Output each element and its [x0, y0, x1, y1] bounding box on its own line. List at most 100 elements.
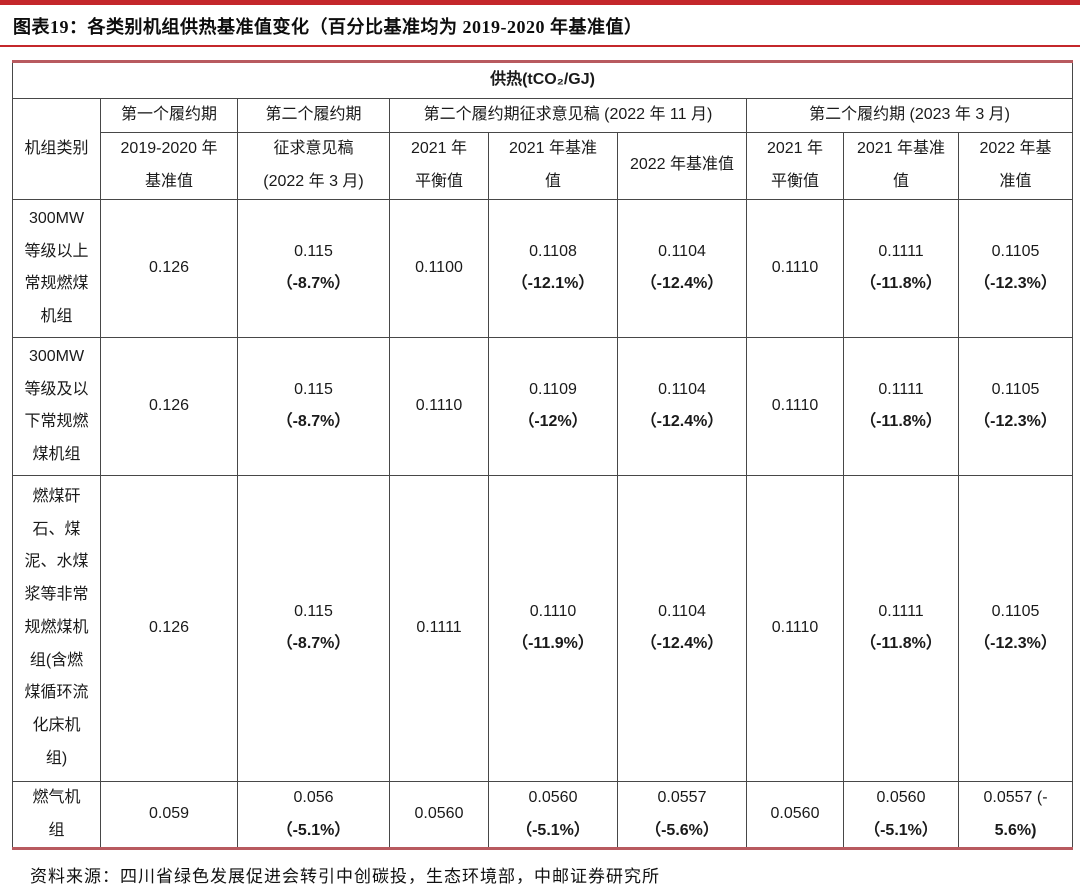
value-cell: 0.0560 （-5.1%）: [488, 780, 618, 850]
cell-pct: （-12%）: [518, 413, 588, 431]
table-row: 300MW 等级以上 常规燃煤 机组 0.126 0.115 （-8.7%） 0.…: [12, 198, 1074, 338]
value-cell: 0.126: [100, 336, 238, 476]
group-header-first-period: 第一个履约期: [100, 98, 238, 133]
row-label-cell: 300MW 等级及以 下常规燃 煤机组: [12, 336, 101, 476]
value-cell: 0.1111 （-11.8%）: [843, 474, 959, 782]
cell-pct: （-8.7%）: [276, 413, 351, 431]
unit-header-cell: 供热(tCO₂/GJ): [11, 61, 1074, 99]
cell-pct: （-12.4%）: [640, 275, 724, 293]
top-red-rule: [0, 0, 1080, 5]
value-cell: 0.1105 （-12.3%）: [957, 198, 1074, 338]
cell-pct: （-12.3%）: [974, 413, 1057, 431]
cell-value: 0.1100: [415, 258, 463, 276]
col-header-2021-benchmark-b: 2021 年基准 值: [843, 131, 959, 200]
cell-pct: （-5.6%）: [645, 821, 719, 839]
cell-pct: （-12.1%）: [511, 275, 595, 293]
cell-pct: 5.6%): [994, 821, 1037, 839]
row-label-cell: 燃煤矸 石、煤 泥、水煤 浆等非常 规燃煤机 组(含燃 煤循环流 化床机 组): [12, 474, 101, 782]
col-header-2019-2020-benchmark: 2019-2020 年 基准值: [100, 131, 238, 200]
cell-value: 0.0557 (-: [983, 788, 1048, 806]
source-note: 资料来源：四川省绿色发展促进会转引中创碳投，生态环境部，中邮证券研究所: [30, 867, 660, 887]
cell-value: 0.1111: [878, 242, 924, 260]
cell-pct: （-5.1%）: [864, 821, 938, 839]
cell-pct: （-11.8%）: [860, 275, 942, 293]
cell-pct: （-8.7%）: [276, 635, 351, 653]
cell-value: 0.1110: [415, 396, 463, 414]
unit-header-row: 供热(tCO₂/GJ): [11, 61, 1074, 99]
value-cell: 0.115 （-8.7%）: [237, 198, 390, 338]
table-row: 燃气机 组 0.059 0.056 （-5.1%） 0.0560 0.0560 （-…: [12, 780, 1074, 850]
cell-value: 0.1104: [658, 380, 706, 398]
group-header-row: 机组类别 第一个履约期 第二个履约期 第二个履约期征求意见稿 (2022 年 1…: [12, 98, 1074, 200]
cell-value: 0.0560: [528, 788, 578, 806]
value-cell: 0.1110: [389, 336, 489, 476]
cell-value: 0.1104: [658, 602, 706, 620]
col-header-2021-balance-a: 2021 年 平衡值: [389, 131, 489, 200]
value-cell: 0.0560: [746, 780, 844, 850]
cell-pct: （-5.1%）: [516, 821, 590, 839]
value-cell: 0.0560: [389, 780, 489, 850]
cell-value: 0.1105: [991, 380, 1040, 398]
value-cell: 0.0557 （-5.6%）: [617, 780, 747, 850]
value-cell: 0.1104 （-12.4%）: [617, 198, 747, 338]
cell-value: 0.1110: [771, 618, 819, 636]
value-cell: 0.1100: [389, 198, 489, 338]
cell-value: 0.1110: [529, 602, 577, 620]
cell-value: 0.1104: [658, 242, 706, 260]
value-cell: 0.1110: [746, 474, 844, 782]
cell-value: 0.1105: [991, 242, 1040, 260]
cell-pct: （-11.8%）: [860, 635, 942, 653]
value-cell: 0.1109 （-12%）: [488, 336, 618, 476]
cell-value: 0.115: [294, 242, 333, 260]
value-cell: 0.059: [100, 780, 238, 850]
col-header-2021-benchmark-a: 2021 年基准 值: [488, 131, 618, 200]
cell-pct: （-11.8%）: [860, 413, 942, 431]
cell-value: 0.0560: [414, 805, 464, 823]
cell-value: 0.0560: [876, 788, 926, 806]
cell-value: 0.1105: [991, 602, 1040, 620]
cell-value: 0.1110: [771, 258, 819, 276]
value-cell: 0.1104 （-12.4%）: [617, 474, 747, 782]
cell-value: 0.126: [148, 618, 190, 636]
cell-value: 0.059: [148, 805, 190, 823]
value-cell: 0.1110 （-11.9%）: [488, 474, 618, 782]
col-header-2022-benchmark-b: 2022 年基 准值: [957, 131, 1074, 200]
value-cell: 0.1105 （-12.3%）: [957, 336, 1074, 476]
value-cell: 0.1105 （-12.3%）: [957, 474, 1074, 782]
group-header-final-2023-03: 第二个履约期 (2023 年 3 月): [745, 98, 1074, 133]
cell-pct: （-11.9%）: [512, 635, 594, 653]
group-header-second-period-draft: 第二个履约期: [237, 98, 390, 133]
cell-value: 0.1109: [529, 380, 577, 398]
cell-pct: （-12.3%）: [974, 635, 1057, 653]
col-header-2021-balance-b: 2021 年 平衡值: [746, 131, 844, 200]
value-cell: 0.1108 （-12.1%）: [488, 198, 618, 338]
value-cell: 0.0560 （-5.1%）: [843, 780, 959, 850]
cell-value: 0.126: [148, 258, 190, 276]
row-label-cell: 燃气机 组: [12, 780, 101, 850]
value-cell: 0.056 （-5.1%）: [237, 780, 390, 850]
row-label-cell: 300MW 等级以上 常规燃煤 机组: [12, 198, 101, 338]
cell-value: 0.1111: [878, 602, 924, 620]
cell-pct: （-5.1%）: [276, 821, 351, 839]
cell-value: 0.0560: [770, 805, 820, 823]
value-cell: 0.126: [100, 198, 238, 338]
col-header-2022-benchmark-a: 2022 年基准值: [617, 131, 747, 200]
value-cell: 0.1110: [746, 198, 844, 338]
benchmark-table: 供热(tCO₂/GJ) 机组类别 第一个履约期 第二个履约期 第二个履约期征求意…: [11, 60, 1074, 851]
cell-pct: （-12.3%）: [974, 275, 1057, 293]
value-cell: 0.1111 （-11.8%）: [843, 198, 959, 338]
group-header-consult-2022-11: 第二个履约期征求意见稿 (2022 年 11 月): [389, 98, 747, 133]
value-cell: 0.1111 （-11.8%）: [843, 336, 959, 476]
value-cell: 0.126: [100, 474, 238, 782]
cell-value: 0.0557: [657, 788, 707, 806]
table-row: 300MW 等级及以 下常规燃 煤机组 0.126 0.115 （-8.7%） 0…: [12, 336, 1074, 476]
page-title: 图表19：各类别机组供热基准值变化（百分比基准均为 2019-2020 年基准值…: [0, 5, 1080, 47]
table-row: 燃煤矸 石、煤 泥、水煤 浆等非常 规燃煤机 组(含燃 煤循环流 化床机 组) …: [12, 474, 1074, 782]
cell-value: 0.115: [294, 602, 333, 620]
row-label-header-cell: 机组类别: [12, 98, 101, 200]
cell-pct: （-12.4%）: [640, 635, 724, 653]
value-cell: 0.1111: [389, 474, 489, 782]
cell-value: 0.1108: [529, 242, 577, 260]
sub-header-row: 2019-2020 年 基准值 征求意见稿 (2022 年 3 月) 2021 …: [13, 131, 1074, 200]
value-cell: 0.1110: [746, 336, 844, 476]
